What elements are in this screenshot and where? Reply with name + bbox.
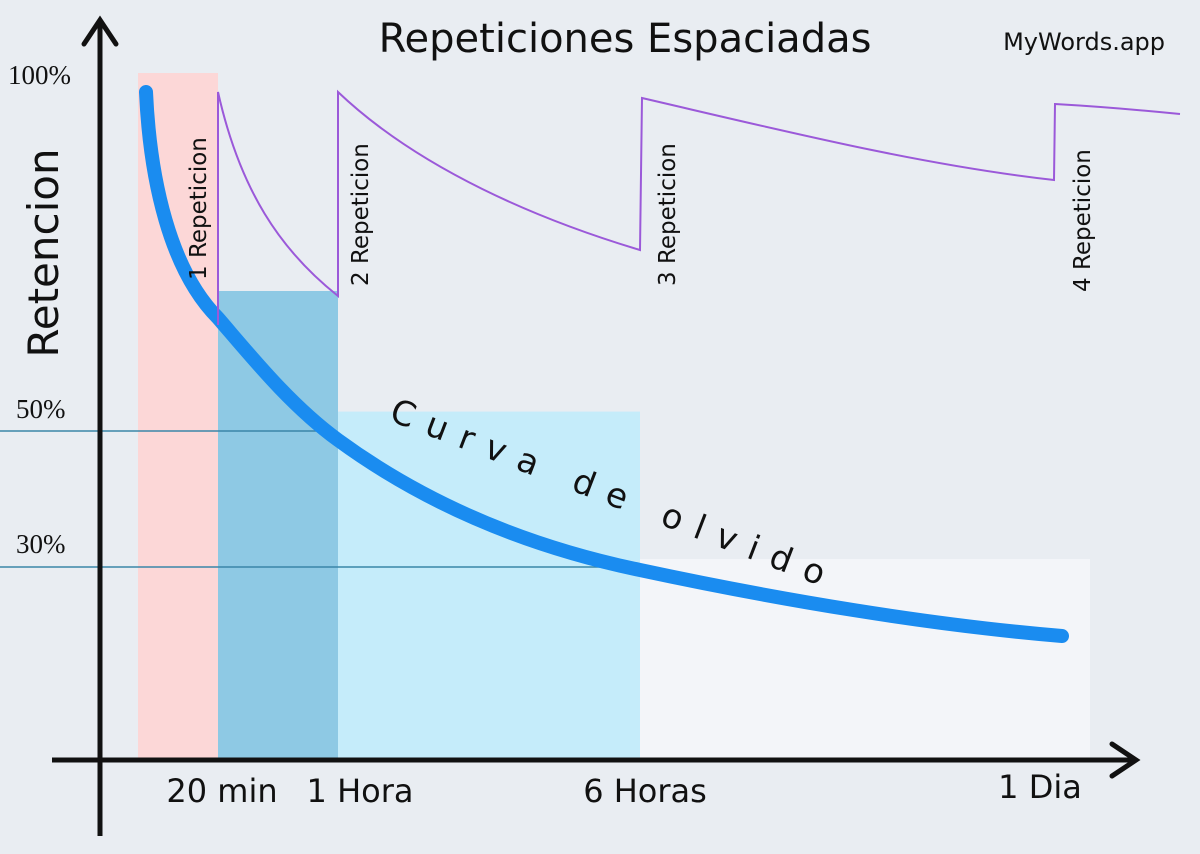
retention-bands	[138, 73, 1090, 760]
repetition-label-1: 1 Repeticion	[186, 137, 212, 280]
repetition-label-3: 3 Repeticion	[655, 143, 681, 286]
repetition-curve	[217, 89, 1181, 325]
y-axis-label: Retencion	[19, 148, 68, 357]
y-tick-100: 100%	[8, 60, 71, 90]
x-tick-6horas: 6 Horas	[583, 772, 707, 810]
repetition-label-4: 4 Repeticion	[1070, 149, 1096, 292]
repetition-label-2: 2 Repeticion	[348, 143, 374, 286]
x-tick-1hora: 1 Hora	[307, 772, 414, 810]
axes	[52, 15, 1141, 836]
forgetting-curve	[139, 85, 1069, 643]
chart-title: Repeticiones Espaciadas	[379, 16, 872, 62]
reference-lines	[0, 430, 630, 568]
x-tick-20min: 20 min	[166, 772, 277, 810]
band-2	[218, 291, 338, 760]
brand-label: MyWords.app	[1003, 28, 1165, 56]
y-axis-arrow	[81, 15, 119, 47]
y-tick-30: 30%	[16, 529, 66, 559]
y-tick-50: 50%	[16, 394, 66, 424]
x-axis-arrow	[1109, 741, 1141, 779]
x-tick-1dia: 1 Dia	[998, 768, 1082, 806]
